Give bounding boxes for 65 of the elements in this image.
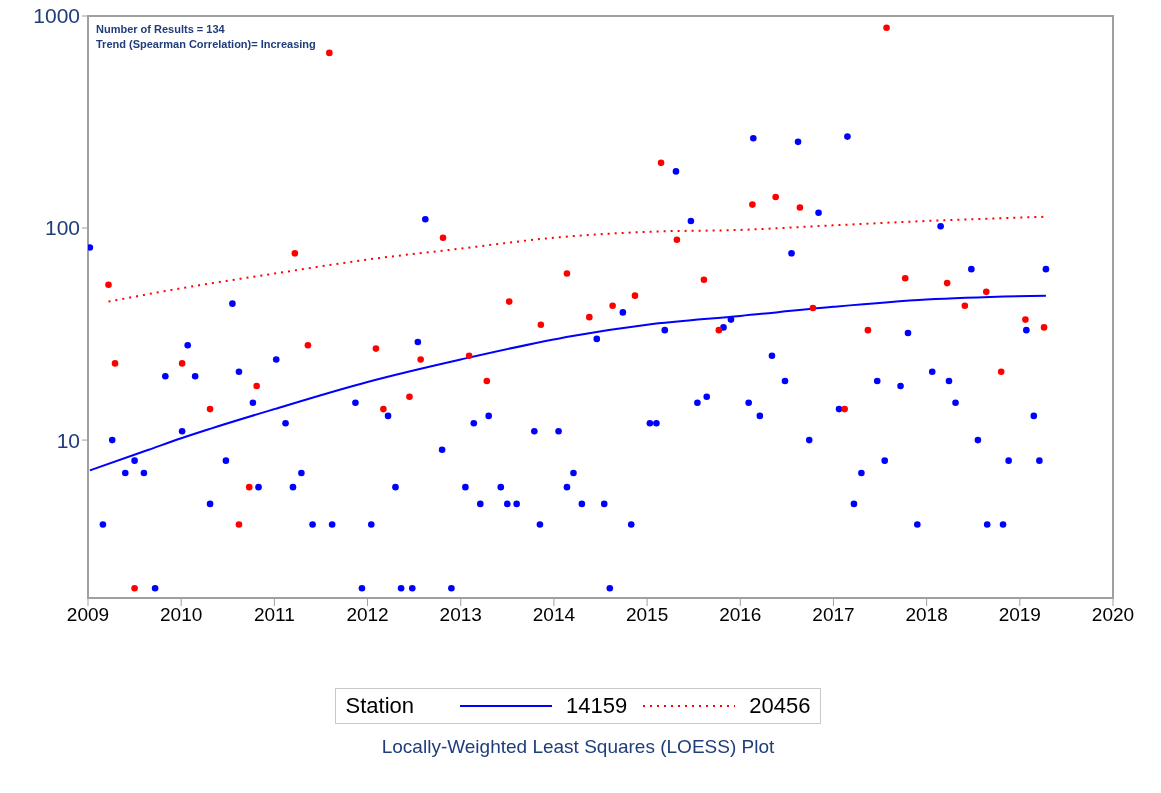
point xyxy=(537,321,545,329)
point xyxy=(178,360,186,367)
x-tick-label: 2019 xyxy=(998,604,1041,626)
legend-label: 14159 xyxy=(566,693,628,719)
point xyxy=(864,326,872,334)
legend-label: 20456 xyxy=(749,693,811,719)
x-tick-label: 2011 xyxy=(253,604,295,626)
point xyxy=(439,234,447,242)
point xyxy=(883,24,890,32)
text: Locally-Weighted Least Squares (LOESS) Plot xyxy=(380,736,776,758)
point xyxy=(841,405,848,413)
y-tick-label: 1000 xyxy=(33,4,80,28)
point xyxy=(206,405,214,413)
point xyxy=(715,326,723,334)
point xyxy=(235,521,243,528)
point xyxy=(105,281,112,289)
x-tick-label: 2014 xyxy=(532,604,576,626)
point xyxy=(901,274,909,282)
point xyxy=(586,313,593,321)
point xyxy=(961,302,969,310)
point xyxy=(304,341,312,349)
x-tick-label: 2016 xyxy=(719,604,762,626)
point xyxy=(943,279,951,287)
x-tick-label: 2017 xyxy=(812,604,855,626)
point xyxy=(505,298,513,305)
point xyxy=(417,356,424,363)
x-tick-label: 2013 xyxy=(439,604,482,626)
point xyxy=(796,204,804,211)
point xyxy=(253,382,260,390)
point xyxy=(997,368,1005,376)
line-series xyxy=(88,294,1047,472)
annotation: Trend (Spearman Correlation)= Increasing xyxy=(96,37,316,52)
point xyxy=(749,201,756,208)
x-tick-label: 2015 xyxy=(625,604,669,626)
point xyxy=(465,352,473,360)
point xyxy=(809,304,817,312)
y-tick-label: 10 xyxy=(56,428,80,452)
point xyxy=(406,393,413,401)
point xyxy=(1040,324,1048,331)
point xyxy=(245,483,253,491)
point xyxy=(563,270,571,277)
x-tick-label: 2010 xyxy=(160,604,203,626)
line-series xyxy=(107,215,1046,303)
point xyxy=(372,345,380,352)
point xyxy=(609,302,616,310)
point xyxy=(326,49,333,57)
x-tick-label: 2009 xyxy=(66,604,110,626)
x-tick-label: 2012 xyxy=(346,604,389,626)
x-tick-label: 2020 xyxy=(1091,604,1135,626)
point xyxy=(700,276,708,284)
legend-title: Station xyxy=(345,693,415,719)
y-tick-label: 100 xyxy=(44,216,80,240)
point xyxy=(483,377,491,385)
point xyxy=(772,193,779,201)
x-tick-label: 2018 xyxy=(905,604,948,626)
point xyxy=(380,405,387,413)
point xyxy=(111,360,119,367)
point xyxy=(631,292,639,299)
point xyxy=(673,236,681,244)
point xyxy=(982,288,990,296)
point xyxy=(291,250,299,257)
annotation: Number of Results = 134 xyxy=(96,22,226,37)
point xyxy=(131,585,138,592)
point xyxy=(1022,316,1029,323)
point xyxy=(657,159,665,167)
